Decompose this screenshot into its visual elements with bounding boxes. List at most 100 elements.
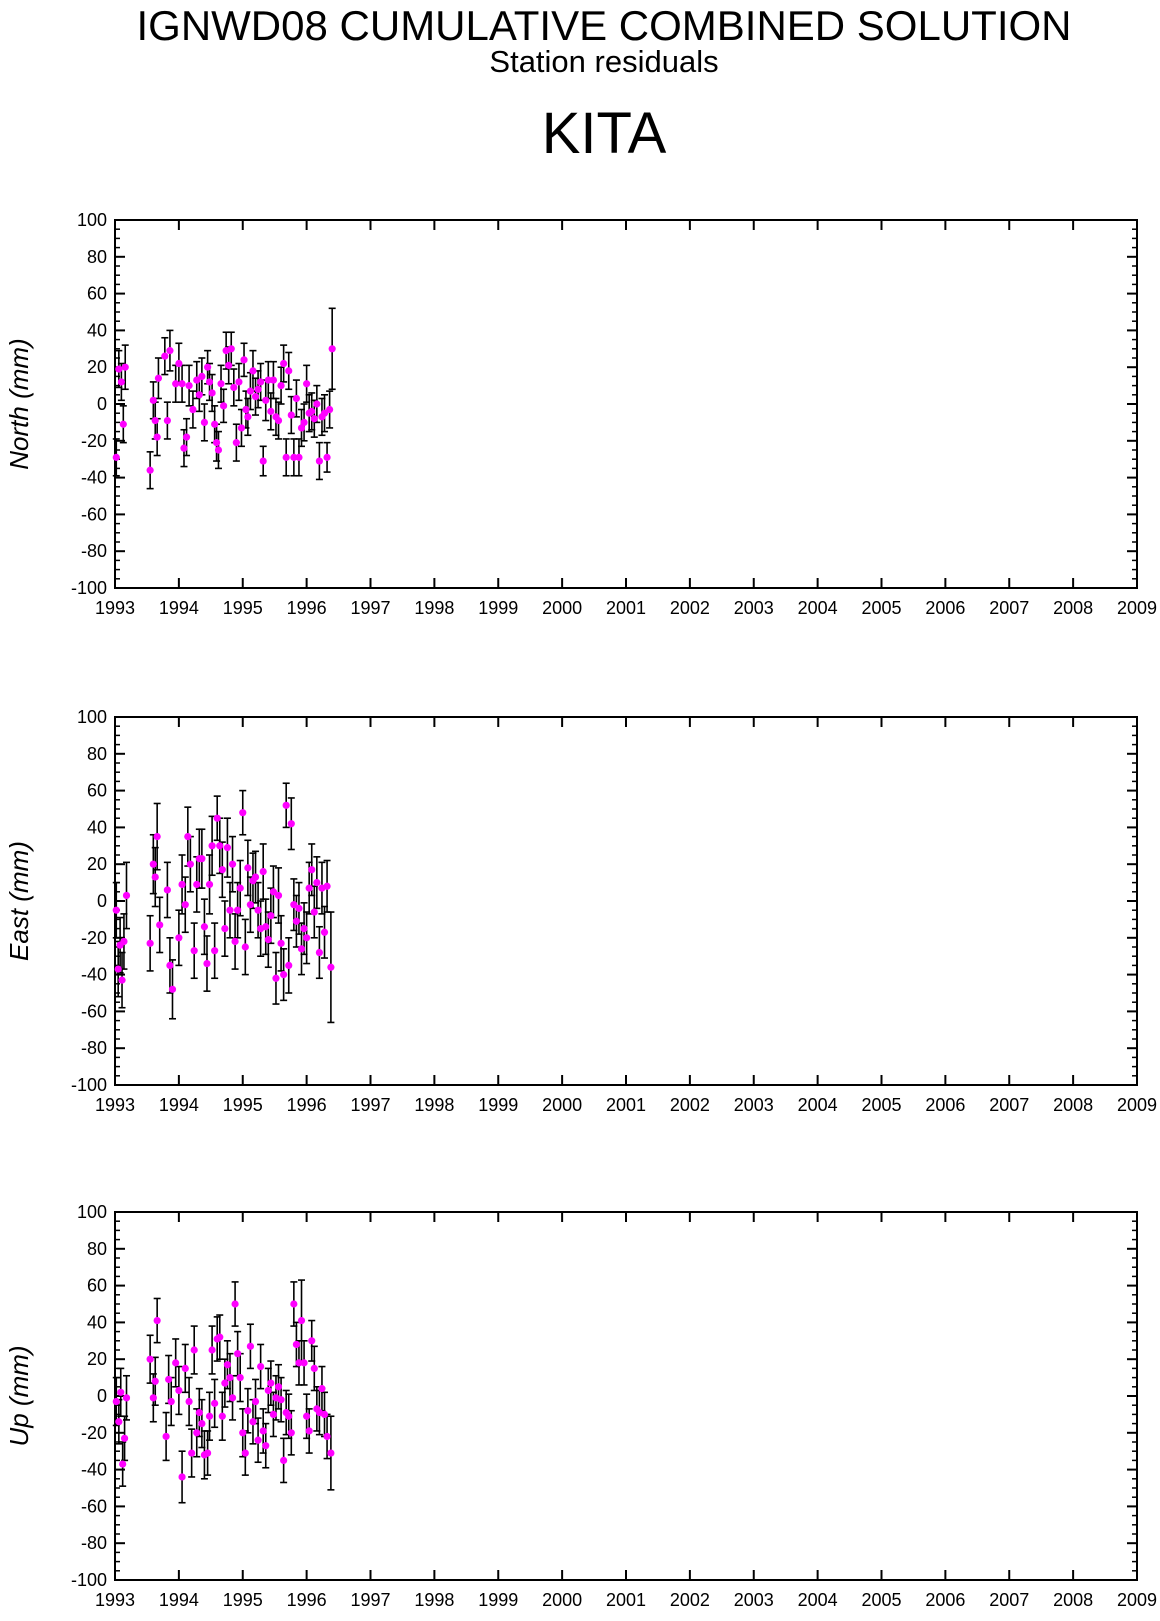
x-tick-label: 1997 bbox=[350, 1095, 390, 1115]
data-point bbox=[267, 912, 275, 920]
data-point bbox=[287, 820, 295, 828]
x-tick-label: 1993 bbox=[95, 1095, 135, 1115]
y-tick-label: 80 bbox=[87, 744, 107, 764]
x-tick-label: 2007 bbox=[989, 598, 1029, 618]
data-point bbox=[200, 418, 209, 426]
chart-title: IGNWD08 CUMULATIVE COMBINED SOLUTION bbox=[136, 2, 1072, 49]
x-tick-label: 1995 bbox=[223, 1095, 263, 1115]
data-point bbox=[218, 1412, 226, 1420]
data-point bbox=[225, 361, 233, 369]
data-point bbox=[190, 947, 198, 955]
data-point bbox=[282, 453, 290, 461]
data-point bbox=[290, 1300, 298, 1308]
data-point bbox=[216, 1333, 224, 1341]
data-point bbox=[318, 1385, 326, 1393]
data-point bbox=[208, 389, 216, 397]
data-point bbox=[323, 453, 331, 461]
x-tick-label: 1995 bbox=[223, 1590, 263, 1610]
x-tick-label: 2002 bbox=[670, 1590, 710, 1610]
data-point bbox=[219, 402, 228, 410]
y-tick-label: -20 bbox=[81, 1423, 107, 1443]
data-point bbox=[274, 891, 283, 900]
data-point bbox=[195, 391, 203, 399]
data-point bbox=[231, 937, 239, 946]
data-point bbox=[274, 1383, 283, 1391]
data-point bbox=[186, 860, 194, 868]
data-point bbox=[118, 976, 126, 984]
data-point bbox=[254, 906, 262, 914]
data-point bbox=[153, 1316, 161, 1325]
data-point bbox=[320, 928, 329, 936]
data-point bbox=[203, 959, 211, 968]
x-tick-label: 1997 bbox=[350, 1590, 390, 1610]
data-point bbox=[303, 1412, 311, 1420]
data-point bbox=[181, 901, 189, 909]
data-point bbox=[189, 405, 197, 414]
data-point bbox=[178, 880, 186, 889]
data-point bbox=[313, 879, 321, 887]
data-point bbox=[328, 345, 336, 353]
data-point bbox=[236, 1374, 244, 1382]
x-tick-label: 2004 bbox=[798, 598, 838, 618]
data-point bbox=[151, 873, 159, 881]
y-axis-label: North (mm) bbox=[4, 338, 34, 469]
x-tick-label: 1993 bbox=[95, 1590, 135, 1610]
data-point bbox=[175, 934, 183, 942]
data-point bbox=[156, 921, 164, 929]
x-tick-label: 2006 bbox=[925, 1095, 965, 1115]
data-point bbox=[119, 420, 127, 428]
data-point bbox=[115, 1418, 123, 1426]
data-point bbox=[262, 396, 270, 404]
data-point bbox=[185, 382, 193, 390]
data-point bbox=[285, 1412, 293, 1420]
data-point bbox=[120, 937, 128, 946]
data-point bbox=[181, 1364, 189, 1372]
x-tick-label: 1996 bbox=[287, 1095, 327, 1115]
y-tick-label: -100 bbox=[71, 1075, 107, 1095]
data-point bbox=[228, 1394, 237, 1402]
data-point bbox=[121, 363, 129, 371]
y-tick-label: -80 bbox=[81, 1533, 107, 1553]
data-point bbox=[246, 901, 255, 909]
x-tick-label: 2009 bbox=[1117, 1590, 1157, 1610]
data-point bbox=[310, 415, 318, 423]
x-tick-label: 2007 bbox=[989, 1095, 1029, 1115]
data-point bbox=[204, 1449, 212, 1457]
data-point bbox=[292, 394, 301, 403]
data-point bbox=[282, 801, 290, 809]
data-point bbox=[117, 378, 125, 386]
data-point bbox=[208, 1346, 216, 1354]
data-point bbox=[149, 860, 157, 868]
x-tick-label: 2001 bbox=[606, 1590, 646, 1610]
x-tick-label: 1997 bbox=[350, 598, 390, 618]
x-tick-label: 2001 bbox=[606, 1095, 646, 1115]
data-point bbox=[205, 1412, 214, 1420]
y-axis-label: Up (mm) bbox=[4, 1345, 34, 1446]
y-tick-label: -20 bbox=[81, 431, 107, 451]
data-point bbox=[280, 1456, 288, 1464]
data-point bbox=[259, 867, 267, 876]
data-point bbox=[205, 880, 214, 889]
data-point bbox=[193, 1429, 201, 1437]
data-point bbox=[285, 367, 293, 375]
x-tick-label: 2009 bbox=[1117, 1095, 1157, 1115]
data-point bbox=[326, 405, 334, 414]
data-point bbox=[292, 1340, 301, 1349]
data-point bbox=[153, 433, 161, 441]
data-point bbox=[208, 842, 216, 850]
data-point bbox=[172, 1359, 180, 1367]
x-tick-label: 2000 bbox=[542, 598, 582, 618]
data-point bbox=[149, 1394, 157, 1402]
data-point bbox=[237, 424, 246, 432]
data-point bbox=[213, 814, 221, 822]
data-point bbox=[320, 409, 329, 417]
data-point bbox=[178, 380, 186, 388]
data-point bbox=[269, 888, 278, 896]
data-point bbox=[251, 393, 260, 401]
data-point bbox=[146, 939, 154, 947]
data-point bbox=[297, 424, 306, 432]
y-tick-label: 0 bbox=[97, 891, 107, 911]
data-point bbox=[303, 934, 311, 942]
data-point bbox=[297, 945, 306, 953]
